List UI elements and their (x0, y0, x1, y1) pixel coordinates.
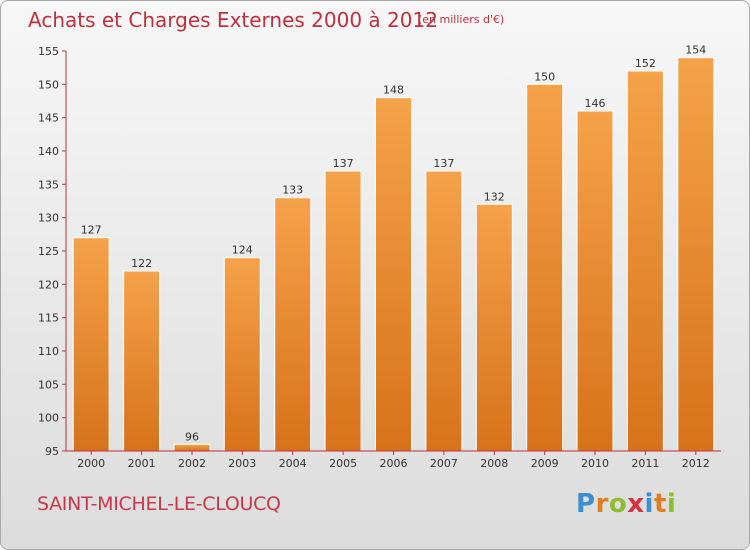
x-tick-label: 2001 (128, 457, 156, 470)
data-label: 152 (635, 57, 656, 70)
y-tick-label: 100 (38, 412, 59, 425)
logo-letter: t (653, 489, 667, 519)
x-tick-label: 2006 (380, 457, 408, 470)
logo-letter: P (576, 489, 596, 519)
y-tick-label: 130 (38, 212, 59, 225)
data-label: 127 (81, 224, 102, 237)
data-label: 132 (484, 190, 505, 203)
data-label: 137 (333, 157, 354, 170)
chart-subtitle: (en milliers d'€) (418, 13, 505, 26)
bar-2006 (375, 97, 412, 452)
bar-2008 (475, 203, 513, 452)
y-tick-label: 95 (45, 445, 59, 458)
logo-letter: x (627, 489, 645, 519)
bar-2010 (576, 110, 614, 452)
logo-letter: i (644, 489, 654, 519)
logo-letter: i (666, 489, 677, 519)
y-tick-label: 110 (38, 345, 59, 358)
data-label: 122 (131, 257, 152, 270)
town-name: SAINT-MICHEL-LE-CLOUCQ (37, 493, 281, 515)
bar-2002 (173, 443, 211, 452)
proxiti-logo: Proxiti (576, 489, 676, 519)
x-tick-label: 2008 (480, 457, 508, 470)
x-tick-label: 2002 (178, 457, 206, 470)
y-tick-label: 125 (38, 245, 59, 258)
x-tick-label: 2007 (430, 457, 458, 470)
bar-2012 (677, 57, 715, 452)
data-label: 154 (685, 44, 706, 57)
data-label: 133 (282, 184, 303, 197)
bar-2001 (123, 270, 161, 452)
chart-title: Achats et Charges Externes 2000 à 2012 (28, 8, 438, 32)
y-tick-label: 150 (38, 78, 59, 91)
x-tick-label: 2012 (682, 457, 710, 470)
y-tick-label: 115 (38, 312, 59, 325)
logo-letter: o (608, 489, 628, 519)
bar-2005 (324, 170, 362, 452)
bar-2009 (526, 83, 564, 452)
data-label: 148 (383, 84, 404, 97)
y-tick-label: 105 (38, 378, 59, 391)
x-tick-label: 2004 (279, 457, 307, 470)
x-tick-label: 2000 (77, 457, 105, 470)
y-tick-label: 140 (38, 145, 59, 158)
logo-letter: r (595, 489, 609, 519)
data-label: 124 (232, 244, 253, 257)
bar-2007 (425, 170, 463, 452)
bar-2003 (223, 257, 261, 452)
data-label: 150 (534, 70, 555, 83)
x-tick-label: 2003 (228, 457, 256, 470)
x-tick-label: 2010 (581, 457, 609, 470)
y-tick-label: 120 (38, 278, 59, 291)
x-tick-label: 2011 (631, 457, 659, 470)
y-tick-label: 155 (38, 45, 59, 58)
bar-2011 (626, 70, 664, 452)
x-tick-label: 2009 (531, 457, 559, 470)
data-label: 137 (433, 157, 454, 170)
y-tick-label: 135 (38, 178, 59, 191)
data-label: 146 (585, 97, 606, 110)
y-tick-label: 145 (38, 112, 59, 125)
bar-2000 (72, 237, 110, 452)
x-tick-label: 2005 (329, 457, 357, 470)
data-label: 96 (185, 430, 199, 443)
bar-2004 (274, 197, 312, 452)
